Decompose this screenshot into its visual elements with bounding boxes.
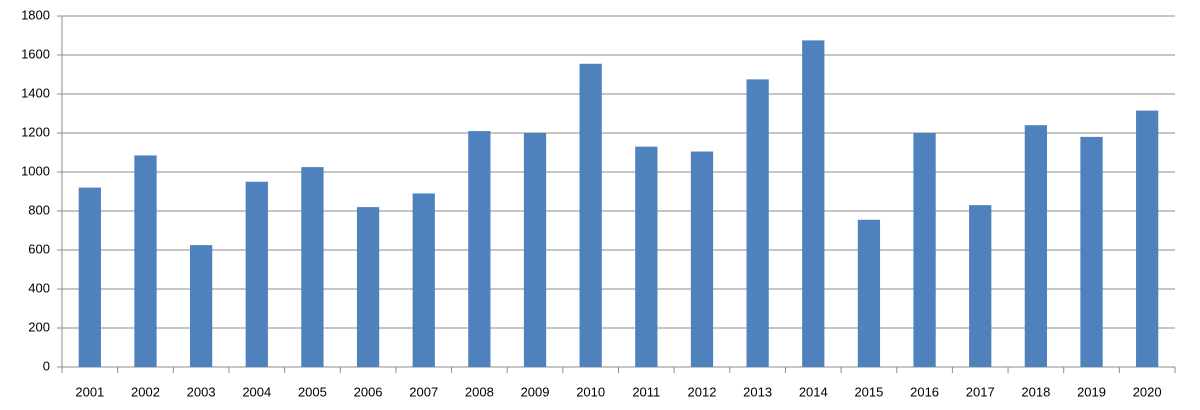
bar <box>746 79 769 367</box>
x-tick-label: 2005 <box>298 384 327 399</box>
x-tick-label: 2008 <box>465 384 494 399</box>
bar <box>245 181 268 367</box>
y-tick-label: 1600 <box>21 46 50 61</box>
bar <box>1136 110 1159 367</box>
x-tick-label: 2018 <box>1021 384 1050 399</box>
x-tick-label: 2010 <box>576 384 605 399</box>
y-tick-label: 600 <box>28 241 50 256</box>
y-tick-label: 1000 <box>21 163 50 178</box>
x-tick-label: 2020 <box>1133 384 1162 399</box>
y-tick-label: 400 <box>28 280 50 295</box>
y-tick-label: 0 <box>43 358 50 373</box>
bar <box>690 151 714 367</box>
bar <box>635 146 658 367</box>
bar <box>468 131 491 367</box>
bar <box>969 205 992 367</box>
x-tick-label: 2004 <box>242 384 271 399</box>
bar <box>857 219 881 367</box>
bar <box>1024 125 1048 367</box>
y-tick-label: 800 <box>28 202 50 217</box>
x-tick-label: 2006 <box>354 384 383 399</box>
bar <box>134 155 157 367</box>
x-tick-label: 2017 <box>966 384 995 399</box>
y-tick-label: 1200 <box>21 124 50 139</box>
x-tick-label: 2007 <box>409 384 438 399</box>
bar <box>802 40 825 367</box>
x-tick-label: 2011 <box>632 384 660 399</box>
x-tick-label: 2013 <box>743 384 772 399</box>
x-tick-label: 2003 <box>187 384 216 399</box>
y-tick-label: 1800 <box>21 7 50 22</box>
bar <box>1080 136 1103 367</box>
x-tick-label: 2016 <box>910 384 939 399</box>
bar <box>78 187 101 367</box>
x-tick-label: 2009 <box>521 384 550 399</box>
x-tick-label: 2002 <box>131 384 160 399</box>
bar <box>189 245 213 367</box>
bar <box>579 63 602 368</box>
x-tick-label: 2001 <box>75 384 104 399</box>
y-tick-label: 200 <box>28 319 50 334</box>
bar <box>356 207 380 367</box>
x-tick-label: 2012 <box>688 384 717 399</box>
bar <box>301 167 324 367</box>
bar <box>412 193 435 367</box>
bar <box>913 133 936 367</box>
x-tick-label: 2015 <box>854 384 883 399</box>
bar <box>523 133 547 367</box>
x-tick-label: 2014 <box>799 384 828 399</box>
y-tick-label: 1400 <box>21 85 50 100</box>
x-tick-label: 2019 <box>1077 384 1106 399</box>
